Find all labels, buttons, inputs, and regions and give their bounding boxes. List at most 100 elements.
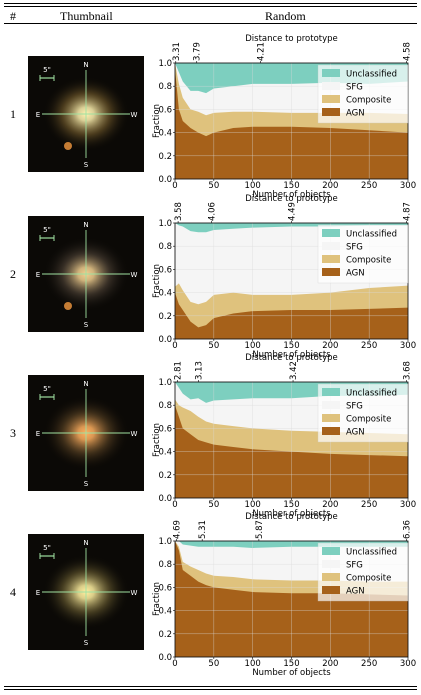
y-tick-label: 0.2	[158, 152, 172, 162]
x-tick-label: 0	[172, 500, 177, 510]
legend-swatch	[322, 229, 340, 237]
west-label: W	[131, 271, 138, 279]
x-axis-label: Number of objects	[252, 509, 331, 519]
north-label: N	[83, 539, 88, 547]
header-index: #	[10, 9, 16, 23]
legend-swatch	[322, 586, 340, 594]
legend-label: SFG	[346, 561, 363, 571]
legend-label: AGN	[346, 109, 365, 119]
y-tick-label: 1.0	[158, 219, 172, 229]
y-tick-label: 0.6	[158, 583, 172, 593]
x-tick-label: 250	[361, 341, 377, 351]
y-tick-label: 0.8	[158, 401, 172, 411]
top-tick-label: 4.49	[288, 202, 298, 221]
y-axis-label: Fraction	[152, 582, 162, 616]
y-tick-label: 0.0	[158, 494, 172, 504]
x-tick-label: 100	[245, 181, 261, 191]
legend-swatch	[322, 242, 340, 250]
galaxy-thumbnail: 5" N S E W	[28, 534, 144, 650]
y-tick-label: 1.0	[158, 537, 172, 547]
table-bottom-rule-2	[4, 689, 417, 690]
top-axis-label: Distance to prototype	[245, 194, 338, 204]
east-label: E	[36, 271, 40, 279]
x-tick-label: 200	[322, 341, 338, 351]
legend-swatch	[322, 82, 340, 90]
y-tick-label: 0.6	[158, 265, 172, 275]
legend-label: AGN	[346, 428, 365, 438]
fraction-chart: 0 50 100 150 200 250 300 0.0 0.2 0.4 0.6 0.8 1.0 Numb…	[148, 505, 418, 678]
x-axis-label: Number of objects	[252, 190, 331, 200]
legend-swatch	[322, 573, 340, 581]
east-label: E	[36, 589, 40, 597]
top-tick-label: 3.42	[289, 361, 299, 380]
y-tick-label: 0.0	[158, 335, 172, 345]
y-tick-label: 0.4	[158, 129, 172, 139]
legend-swatch	[322, 414, 340, 422]
x-tick-label: 150	[283, 341, 299, 351]
x-axis-label: Number of objects	[252, 668, 331, 678]
x-tick-label: 200	[322, 500, 338, 510]
east-label: E	[36, 430, 40, 438]
legend-label: Unclassified	[346, 389, 397, 399]
south-label: S	[84, 639, 89, 647]
x-tick-label: 250	[361, 659, 377, 669]
x-tick-label: 50	[208, 181, 219, 191]
x-tick-label: 150	[283, 500, 299, 510]
legend-label: AGN	[346, 269, 365, 279]
legend-label: Composite	[346, 256, 391, 266]
y-tick-label: 1.0	[158, 378, 172, 388]
legend-swatch	[322, 69, 340, 77]
top-tick-label: 6.36	[402, 520, 412, 539]
south-label: S	[84, 321, 89, 329]
top-tick-label: 5.31	[198, 520, 208, 539]
row-number: 3	[10, 426, 16, 440]
y-tick-label: 0.8	[158, 560, 172, 570]
table-top-rule-2	[4, 6, 417, 7]
top-tick-label: 4.58	[402, 42, 412, 61]
top-tick-label: 2.81	[173, 361, 183, 380]
legend-label: Unclassified	[346, 70, 397, 80]
y-tick-label: 0.6	[158, 424, 172, 434]
legend-label: Composite	[346, 96, 391, 106]
scale-label: 5"	[43, 544, 51, 552]
y-tick-label: 0.2	[158, 630, 172, 640]
legend-swatch	[322, 388, 340, 396]
y-axis-label: Fraction	[152, 104, 162, 138]
table-bottom-rule-1	[4, 686, 417, 687]
x-tick-label: 100	[245, 341, 261, 351]
header-random: Random	[265, 9, 306, 23]
x-tick-label: 300	[400, 500, 416, 510]
y-tick-label: 0.2	[158, 312, 172, 322]
south-label: S	[84, 161, 89, 169]
legend-swatch	[322, 95, 340, 103]
top-tick-label: 4.21	[256, 42, 266, 61]
east-label: E	[36, 111, 40, 119]
y-tick-label: 0.8	[158, 242, 172, 252]
galaxy-thumbnail: 5" N S E W	[28, 216, 144, 332]
north-label: N	[83, 61, 88, 69]
y-tick-label: 0.4	[158, 607, 172, 617]
top-tick-label: 4.87	[402, 202, 412, 221]
y-tick-label: 0.2	[158, 471, 172, 481]
scale-label: 5"	[43, 385, 51, 393]
south-label: S	[84, 480, 89, 488]
legend-label: Unclassified	[346, 230, 397, 240]
row-number: 2	[10, 267, 16, 281]
table-top-rule-1	[4, 3, 417, 4]
x-tick-label: 0	[172, 659, 177, 669]
legend-label: SFG	[346, 83, 363, 93]
north-label: N	[83, 380, 88, 388]
y-tick-label: 0.8	[158, 82, 172, 92]
x-tick-label: 200	[322, 659, 338, 669]
top-tick-label: 3.58	[174, 202, 184, 221]
x-tick-label: 200	[322, 181, 338, 191]
top-tick-label: 4.06	[208, 202, 218, 221]
legend-swatch	[322, 560, 340, 568]
x-tick-label: 50	[208, 659, 219, 669]
y-tick-label: 0.0	[158, 653, 172, 663]
x-tick-label: 50	[208, 341, 219, 351]
companion-source	[64, 302, 72, 310]
legend-swatch	[322, 108, 340, 116]
table-header-rule	[4, 23, 417, 24]
x-tick-label: 0	[172, 341, 177, 351]
